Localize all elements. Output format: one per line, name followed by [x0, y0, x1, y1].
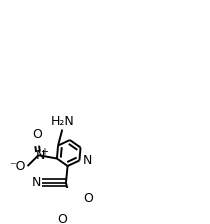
Text: N: N [31, 176, 41, 189]
Text: N: N [35, 149, 45, 162]
Text: O: O [57, 213, 67, 224]
Text: O: O [84, 192, 94, 205]
Text: O: O [32, 128, 42, 141]
Text: +: + [40, 147, 48, 157]
Text: H₂N: H₂N [50, 115, 74, 128]
Text: ⁻O: ⁻O [9, 160, 26, 173]
Text: N: N [83, 154, 92, 167]
